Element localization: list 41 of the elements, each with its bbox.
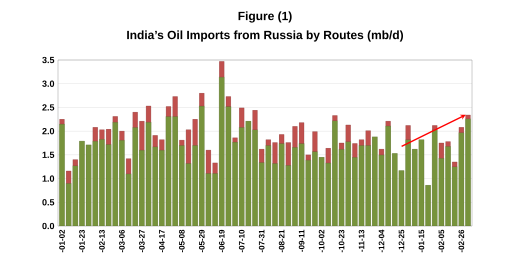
bar [59, 119, 65, 124]
bar [112, 116, 118, 122]
bar [226, 96, 231, 107]
bar [312, 131, 318, 152]
bar [59, 124, 65, 226]
bar [326, 148, 331, 164]
bar [126, 158, 132, 174]
bar [166, 116, 172, 226]
bar [378, 154, 384, 226]
chart-title: Figure (1) [238, 11, 292, 23]
bar [219, 61, 224, 78]
bar [332, 115, 338, 121]
bar [119, 130, 124, 140]
y-tick-label: 2.0 [42, 128, 54, 134]
bar [452, 162, 458, 167]
y-tick-label: 2.5 [42, 104, 54, 111]
y-tick-label: 3.0 [42, 80, 54, 87]
bar [272, 163, 278, 226]
bar [386, 121, 391, 126]
bar [252, 110, 258, 130]
bar [239, 108, 244, 128]
bar [66, 170, 72, 184]
bar [252, 130, 258, 226]
bar [72, 159, 78, 166]
bar [199, 93, 204, 106]
chart-subtitle: India’s Oil Imports from Russia by Routes (mb/d) [127, 30, 404, 42]
y-tick-label: 0.0 [42, 222, 54, 230]
bar [358, 145, 364, 226]
bar [465, 118, 471, 226]
bar [306, 154, 311, 160]
bar [339, 142, 344, 150]
y-tick-label: 1.5 [42, 152, 54, 158]
y-tick-label: 1.0 [42, 175, 54, 182]
bar [232, 138, 238, 142]
bar [458, 127, 464, 133]
y-tick-label: 0.5 [42, 199, 54, 206]
y-tick-label: 3.5 [42, 56, 54, 64]
bar [259, 149, 264, 163]
bar [378, 149, 384, 156]
bar [406, 125, 411, 140]
bar [346, 124, 351, 142]
